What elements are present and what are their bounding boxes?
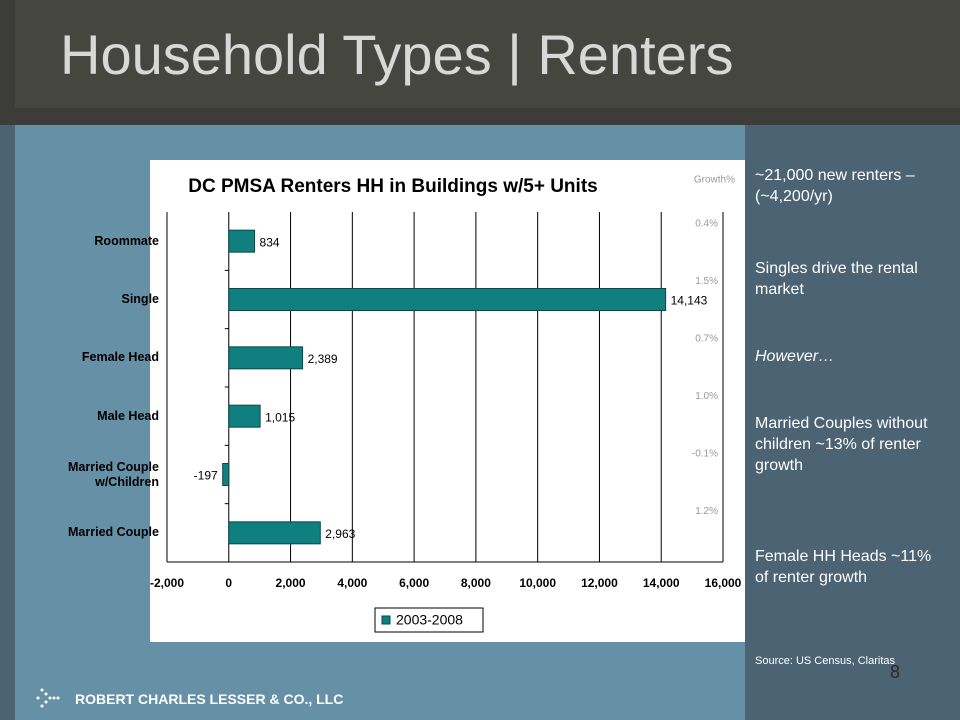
x-tick-label: 0 bbox=[225, 576, 232, 590]
legend-box bbox=[374, 607, 484, 633]
source: Source: US Census, Claritas bbox=[755, 655, 895, 667]
growth-label: -0.1% bbox=[692, 448, 718, 459]
category-label: Single bbox=[121, 292, 159, 306]
legend-label: 2003-2008 bbox=[396, 612, 463, 628]
bar bbox=[228, 288, 667, 311]
x-tick-label: 4,000 bbox=[337, 576, 367, 590]
page-number: 8 bbox=[890, 662, 901, 682]
growth-label: 1.0% bbox=[695, 391, 718, 402]
x-tick-label: -2,000 bbox=[150, 576, 184, 590]
x-tick-label: 10,000 bbox=[519, 576, 556, 590]
value-label: 2,389 bbox=[308, 352, 338, 366]
chart-title: DC PMSA Renters HH in Buildings w/5+ Uni… bbox=[188, 176, 597, 197]
note: ~21,000 new renters –(~4,200/yr) bbox=[755, 167, 915, 205]
x-tick-label: 8,000 bbox=[461, 576, 491, 590]
note: Female HH Heads ~11% of renter growth bbox=[755, 548, 932, 586]
x-tick-label: 12,000 bbox=[581, 576, 618, 590]
category-label: Married Couple w/Children bbox=[68, 459, 159, 489]
category-label: Male Head bbox=[97, 408, 159, 423]
legend-swatch bbox=[381, 615, 391, 625]
bar bbox=[228, 346, 304, 370]
note: However… bbox=[755, 348, 835, 365]
growth-label: 1.5% bbox=[695, 276, 718, 287]
bar bbox=[222, 463, 230, 486]
company-name: ROBERT CHARLES LESSER & CO., LLC bbox=[75, 691, 344, 707]
x-tick-label: 14,000 bbox=[643, 576, 680, 590]
bar bbox=[228, 521, 321, 545]
value-label: 834 bbox=[260, 235, 280, 249]
value-label: 2,963 bbox=[325, 527, 355, 541]
value-label: 14,143 bbox=[671, 294, 708, 308]
header-inner bbox=[15, 0, 960, 108]
category-label: Roommate bbox=[94, 233, 159, 248]
category-label: Female Head bbox=[81, 350, 159, 365]
bar bbox=[228, 229, 256, 253]
growth-header: Growth% bbox=[694, 175, 735, 186]
value-label: 1,015 bbox=[265, 410, 295, 424]
growth-label: 0.4% bbox=[695, 219, 718, 230]
value-label: -197 bbox=[194, 469, 218, 483]
note: Singles drive the rental market bbox=[755, 260, 918, 298]
x-tick-label: 2,000 bbox=[276, 576, 306, 590]
x-tick-label: 16,000 bbox=[705, 576, 742, 590]
category-label: Married Couple bbox=[68, 525, 159, 540]
bar bbox=[228, 404, 261, 428]
growth-label: 1.2% bbox=[695, 506, 718, 517]
growth-label: 0.7% bbox=[695, 334, 718, 345]
x-tick-label: 6,000 bbox=[399, 576, 429, 590]
note: Married Couples without children ~13% of… bbox=[755, 415, 928, 474]
slide-title: Household Types | Renters bbox=[60, 23, 734, 86]
logo-icon bbox=[36, 688, 60, 708]
